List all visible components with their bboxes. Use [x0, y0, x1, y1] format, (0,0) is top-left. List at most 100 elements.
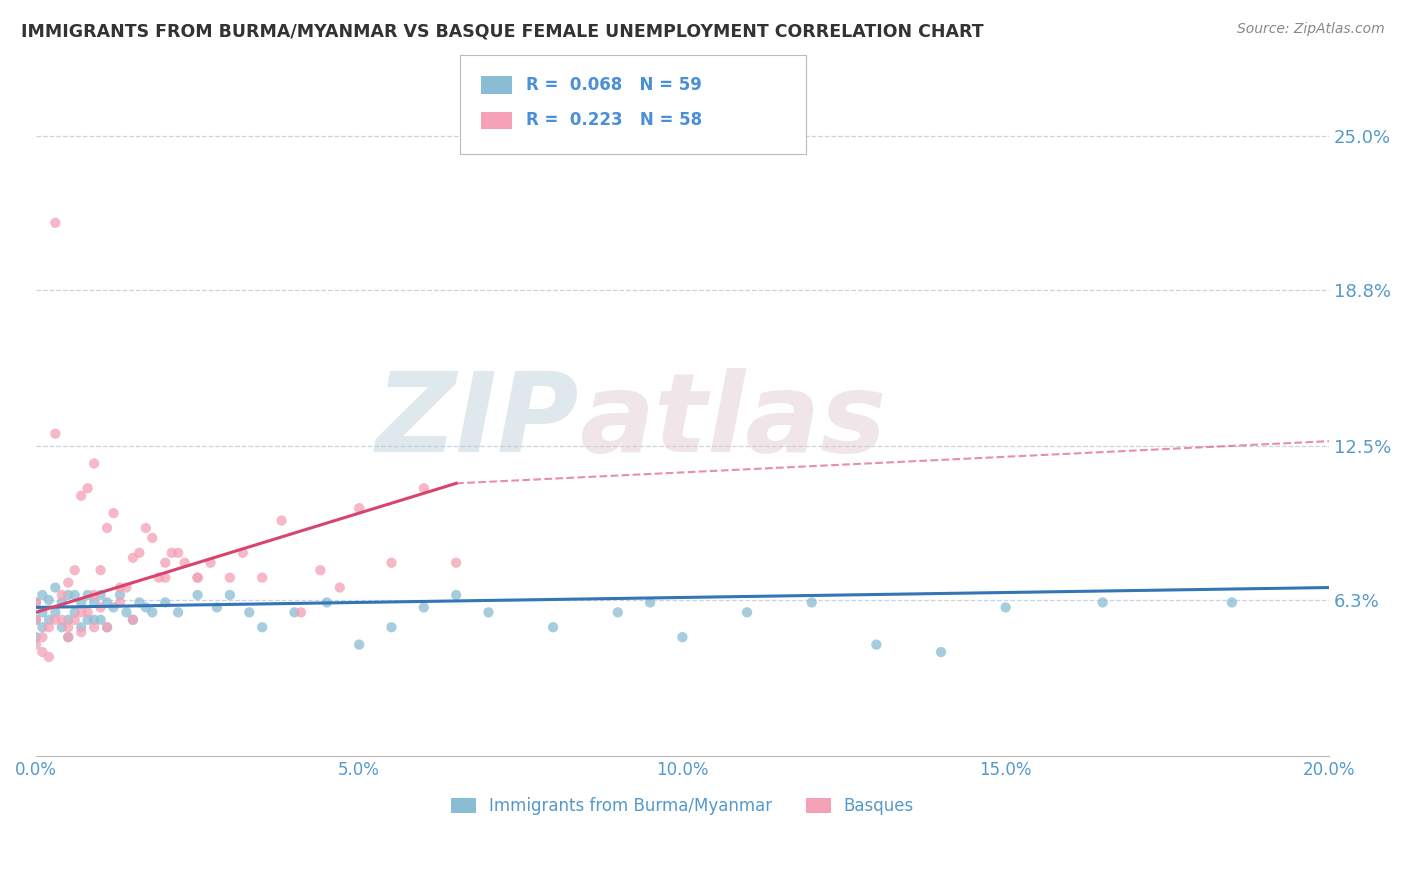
Point — [155, 571, 177, 585]
Point — [735, 605, 758, 619]
Point — [108, 581, 131, 595]
Point — [477, 605, 499, 619]
Point — [155, 556, 177, 570]
Point — [83, 595, 105, 609]
Point — [380, 556, 402, 570]
Point — [63, 588, 86, 602]
Point — [58, 620, 80, 634]
Point — [25, 595, 48, 609]
Point — [309, 563, 332, 577]
Point — [63, 605, 86, 619]
Point — [96, 620, 118, 634]
Point — [135, 600, 157, 615]
Point — [58, 575, 80, 590]
Point — [128, 546, 150, 560]
Text: IMMIGRANTS FROM BURMA/MYANMAR VS BASQUE FEMALE UNEMPLOYMENT CORRELATION CHART: IMMIGRANTS FROM BURMA/MYANMAR VS BASQUE … — [21, 22, 984, 40]
Point — [347, 501, 370, 516]
Point — [290, 605, 312, 619]
Point — [70, 620, 93, 634]
Point — [135, 521, 157, 535]
Point — [205, 600, 228, 615]
Point — [25, 630, 48, 644]
Point — [115, 605, 138, 619]
Point — [347, 638, 370, 652]
Point — [606, 605, 628, 619]
Point — [141, 605, 163, 619]
Point — [76, 605, 98, 619]
Point — [31, 630, 53, 644]
Point — [270, 514, 292, 528]
Point — [44, 426, 66, 441]
Point — [187, 571, 209, 585]
Point — [329, 581, 352, 595]
Point — [76, 588, 98, 602]
Text: R =  0.223   N = 58: R = 0.223 N = 58 — [526, 112, 702, 129]
Point — [115, 581, 138, 595]
Point — [638, 595, 661, 609]
Point — [200, 556, 222, 570]
Point — [38, 613, 60, 627]
Point — [232, 546, 254, 560]
Point — [187, 588, 209, 602]
Point — [76, 481, 98, 495]
Point — [315, 595, 337, 609]
Point — [108, 588, 131, 602]
Point — [83, 620, 105, 634]
Point — [44, 605, 66, 619]
Point — [76, 613, 98, 627]
Point — [38, 593, 60, 607]
Point — [108, 595, 131, 609]
Point — [58, 613, 80, 627]
Point — [96, 595, 118, 609]
Point — [122, 550, 145, 565]
Point — [1220, 595, 1243, 609]
Point — [51, 588, 73, 602]
Point — [31, 620, 53, 634]
Point — [160, 546, 183, 560]
Point — [412, 481, 434, 495]
Point — [444, 556, 467, 570]
Point — [238, 605, 260, 619]
Point — [167, 605, 190, 619]
Point — [90, 613, 112, 627]
Point — [865, 638, 887, 652]
Point — [250, 620, 273, 634]
Point — [70, 595, 93, 609]
Text: R =  0.068   N = 59: R = 0.068 N = 59 — [526, 76, 702, 94]
Point — [103, 506, 125, 520]
Point — [173, 556, 195, 570]
Point — [283, 605, 305, 619]
Point — [103, 600, 125, 615]
Point — [58, 630, 80, 644]
Point — [51, 613, 73, 627]
Point — [38, 650, 60, 665]
Point — [141, 531, 163, 545]
Point — [167, 546, 190, 560]
Point — [44, 216, 66, 230]
Point — [90, 600, 112, 615]
Legend: Immigrants from Burma/Myanmar, Basques: Immigrants from Burma/Myanmar, Basques — [444, 790, 921, 822]
Point — [83, 613, 105, 627]
Point — [96, 620, 118, 634]
Point — [38, 620, 60, 634]
Point — [63, 613, 86, 627]
Point — [63, 563, 86, 577]
Point — [187, 571, 209, 585]
Point — [155, 595, 177, 609]
Point — [800, 595, 823, 609]
Point — [58, 630, 80, 644]
Point — [44, 581, 66, 595]
Point — [122, 613, 145, 627]
Point — [671, 630, 693, 644]
Point — [58, 588, 80, 602]
Point — [70, 489, 93, 503]
Text: ZIP: ZIP — [375, 368, 579, 475]
Point — [44, 613, 66, 627]
Point — [25, 613, 48, 627]
Point — [218, 588, 240, 602]
Point — [96, 521, 118, 535]
Point — [25, 613, 48, 627]
Point — [25, 638, 48, 652]
Point — [250, 571, 273, 585]
Point — [444, 588, 467, 602]
